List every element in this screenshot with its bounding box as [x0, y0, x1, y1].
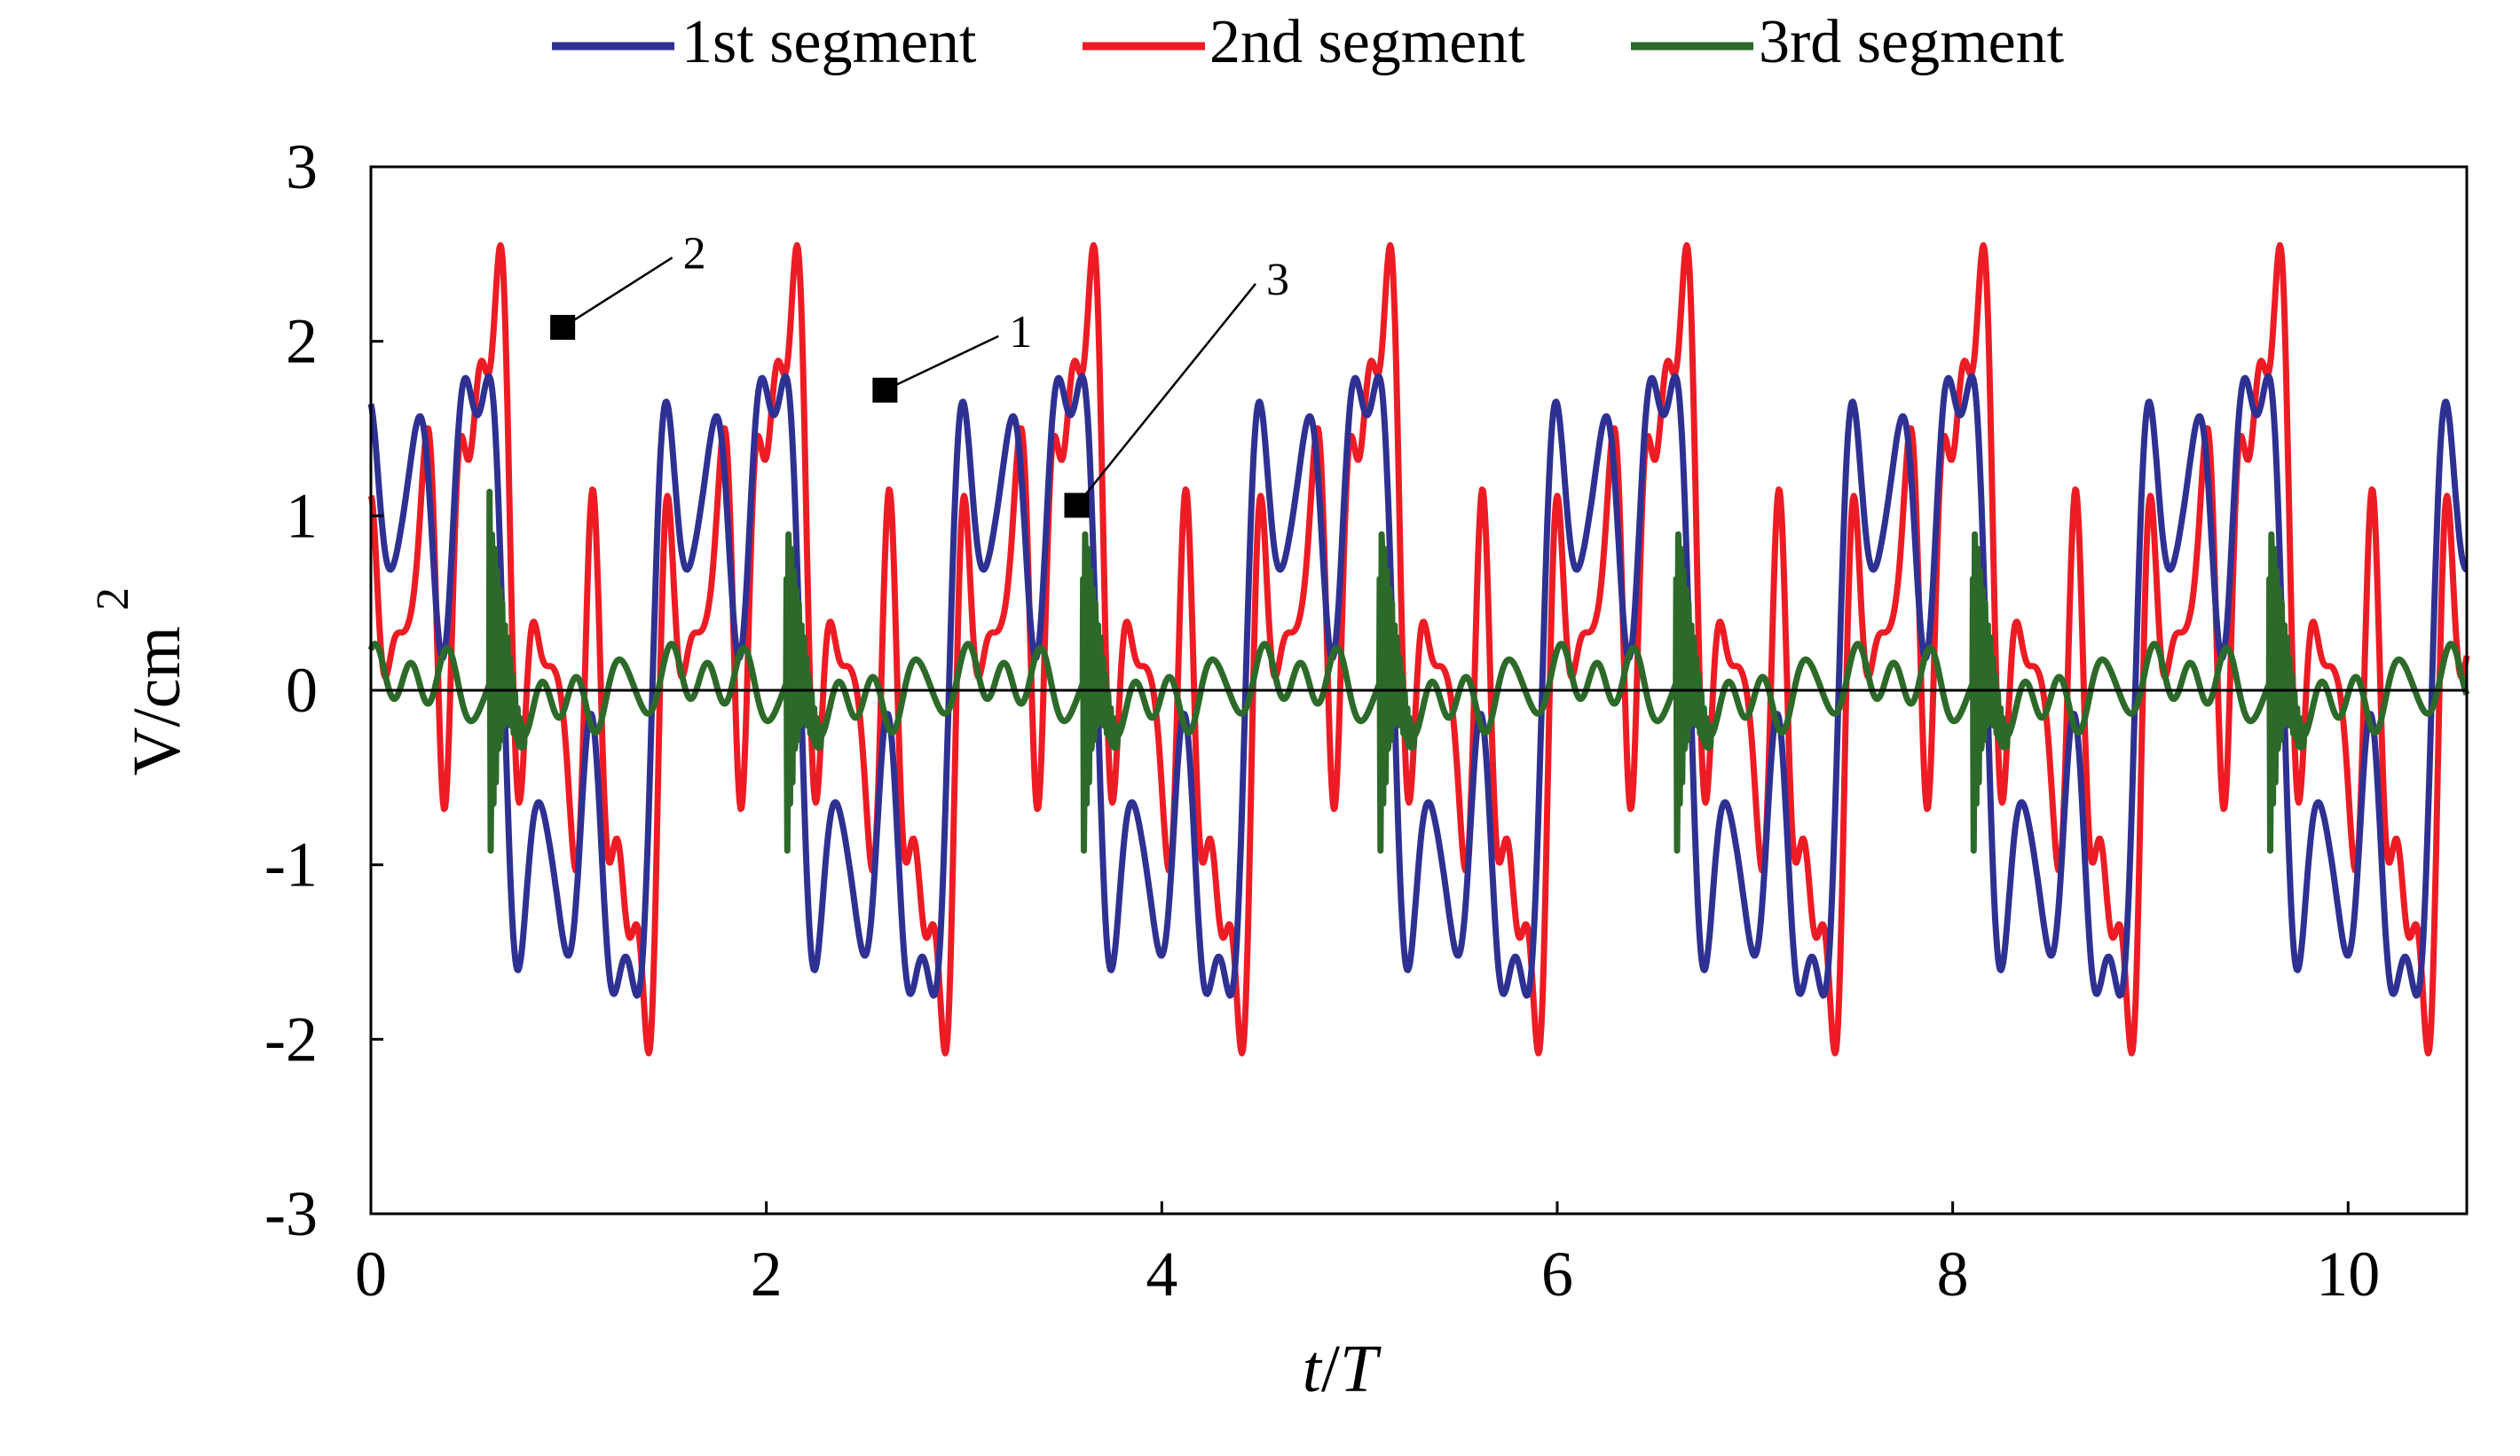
- x-tick-label: 4: [1146, 1239, 1177, 1310]
- x-axis-label: t/T: [1303, 1332, 1382, 1406]
- x-tick-label: 10: [2316, 1239, 2380, 1310]
- annotation-marker-1: [872, 377, 898, 403]
- annotation-layer: 2 1 3: [550, 228, 1289, 518]
- legend-label-2nd-segment: 2nd segment: [1209, 8, 1525, 76]
- x-axis-label-t: t: [1303, 1332, 1323, 1406]
- x-tick-label: 2: [751, 1239, 783, 1310]
- y-tick-label: 3: [286, 131, 318, 202]
- tick-layer: 0 2 4 6 8 10 -3 -2 -1 0 1 2 3: [264, 131, 2380, 1310]
- x-axis-label-sep: /: [1321, 1332, 1341, 1406]
- y-tick-label: 2: [286, 306, 318, 377]
- y-axis-label: V/cm 2: [88, 587, 194, 775]
- annotation-leader-2: [562, 256, 673, 328]
- annotation-label-1: 1: [1009, 307, 1032, 358]
- annotation-label-2: 2: [683, 228, 706, 279]
- annotation-leader-1: [884, 334, 999, 391]
- y-tick-label: -3: [264, 1178, 318, 1249]
- series-line-2nd-segment: [367, 241, 2470, 1057]
- annotation-leader-3: [1075, 283, 1256, 507]
- legend-label-1st-segment: 1st segment: [681, 8, 977, 76]
- y-tick-label: 0: [286, 655, 318, 726]
- series-line-1st-segment: [367, 373, 2469, 999]
- y-tick-label: -1: [264, 830, 318, 901]
- series-layer: [367, 241, 2470, 1057]
- y-tick-label: -2: [264, 1003, 318, 1074]
- y-axis-label-base: V/cm: [120, 626, 194, 776]
- legend-label-3rd-segment: 3rd segment: [1759, 8, 2065, 76]
- series-line-3rd-segment: [367, 488, 2470, 854]
- x-tick-label: 8: [1937, 1239, 1969, 1310]
- x-axis-label-T: T: [1340, 1332, 1382, 1406]
- y-axis-label-sup: 2: [88, 587, 138, 610]
- annotation-label-3: 3: [1266, 255, 1289, 305]
- x-tick-label: 6: [1541, 1239, 1573, 1310]
- plot-frame: [369, 165, 2469, 1216]
- annotation-marker-2: [550, 314, 576, 340]
- y-tick-label: 1: [286, 480, 318, 551]
- x-tick-label: 0: [355, 1239, 387, 1310]
- legend: 1st segment 2nd segment 3rd segment: [552, 8, 2065, 76]
- annotation-marker-3: [1064, 492, 1090, 518]
